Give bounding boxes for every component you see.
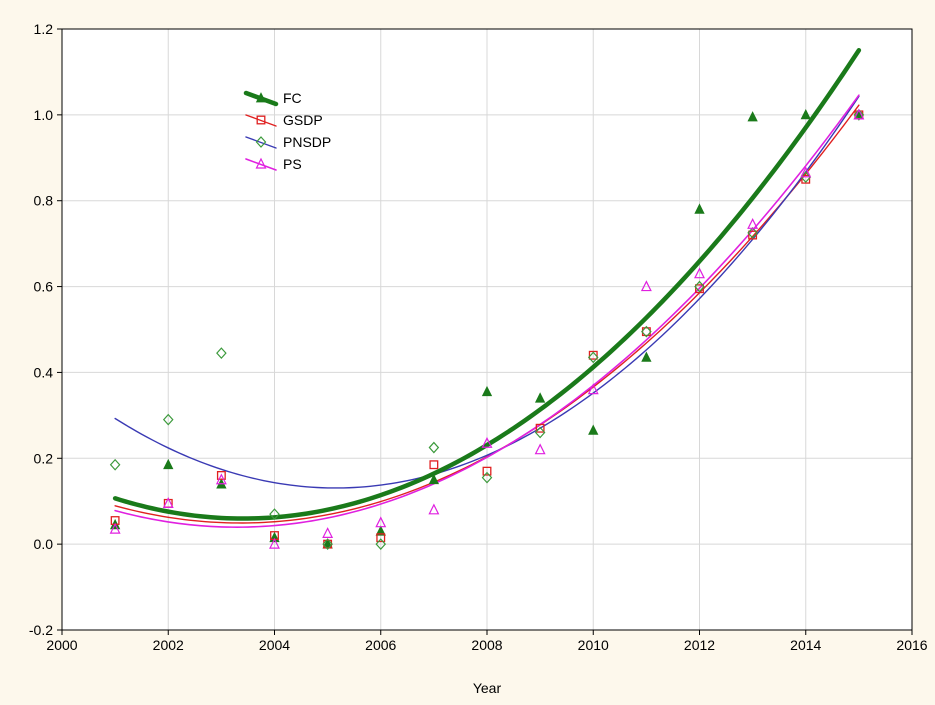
x-tick-label: 2006	[365, 637, 396, 653]
data-point-ps	[322, 527, 334, 539]
y-tick-label: 0.6	[34, 279, 54, 295]
data-point-gsdp	[748, 230, 758, 240]
y-tick-label: 1.0	[34, 107, 54, 123]
data-point-fc	[800, 108, 811, 120]
y-tick-label: 0.2	[34, 450, 54, 466]
axes: 2000 2002 2004 2006 2008 2010 2012 2014 2016 -0.2…	[29, 21, 928, 653]
x-tick-label: 2016	[896, 637, 927, 653]
data-point-ps	[109, 522, 121, 534]
data-point-ps	[428, 503, 440, 515]
data-point-gsdp	[376, 533, 386, 543]
x-tick-label: 2000	[46, 637, 77, 653]
data-point-ps	[853, 108, 865, 120]
data-point-pnsdp	[641, 325, 652, 338]
data-point-ps	[587, 383, 599, 395]
legend-line-pnsdp	[245, 136, 277, 149]
y-tick-label: 0.0	[34, 536, 54, 552]
x-axis-label: Year	[473, 680, 502, 696]
data-point-pnsdp	[162, 413, 174, 426]
data-point-pnsdp	[269, 508, 280, 520]
data-point-ps	[269, 537, 280, 549]
data-point-ps	[481, 436, 493, 448]
data-point-ps	[534, 443, 546, 455]
data-point-pnsdp	[694, 280, 705, 293]
legend-line-gsdp	[245, 114, 277, 127]
legend-marker-ps	[255, 157, 267, 169]
data-point-gsdp	[216, 471, 226, 480]
data-point-ps	[747, 217, 759, 229]
legend-label-fc: FC	[283, 90, 302, 106]
legend: FC GSDP PNSDP PS	[243, 90, 331, 172]
x-tick-label: 2008	[471, 637, 502, 653]
data-point-fc	[428, 473, 440, 485]
data-point-fc	[588, 424, 599, 435]
data-point-pnsdp	[375, 538, 387, 551]
data-point-pnsdp	[747, 227, 758, 239]
data-point-fc	[747, 111, 758, 122]
data-point-ps	[800, 166, 812, 178]
fit-curve-pnsdp	[114, 95, 860, 489]
x-tick-label: 2012	[684, 637, 715, 653]
x-tick-label: 2004	[259, 637, 290, 653]
legend-label-ps: PS	[283, 156, 302, 172]
data-point-pnsdp	[216, 347, 227, 360]
legend-label-pnsdp: PNSDP	[283, 134, 331, 150]
data-point-ps	[215, 473, 227, 485]
y-tick-label: 1.2	[34, 21, 54, 37]
data-point-fc	[694, 203, 705, 214]
fit-curve-ps	[114, 94, 860, 528]
fit-curve-fc	[112, 48, 862, 521]
data-point-fc	[375, 525, 386, 536]
data-point-pnsdp	[109, 458, 121, 471]
data-point-fc	[163, 458, 174, 470]
data-point-pnsdp	[481, 471, 493, 484]
x-tick-label: 2002	[153, 637, 184, 653]
data-point-pnsdp	[428, 441, 440, 454]
fit-curves	[112, 48, 862, 528]
data-point-pnsdp	[853, 108, 865, 121]
data-point-ps	[694, 267, 705, 279]
y-tick-label: 0.4	[34, 364, 54, 380]
data-point-gsdp	[801, 174, 811, 184]
data-point-pnsdp	[534, 426, 546, 439]
data-markers	[109, 108, 865, 551]
data-point-ps	[640, 280, 652, 292]
legend-marker-fc	[255, 92, 267, 103]
legend-line-ps	[245, 158, 277, 171]
data-point-pnsdp	[587, 351, 599, 364]
data-point-ps	[375, 516, 387, 528]
data-point-gsdp	[695, 284, 704, 294]
y-tick-label: 0.8	[34, 193, 54, 209]
data-point-gsdp	[588, 350, 598, 360]
y-tick-label: -0.2	[29, 622, 53, 638]
grid	[62, 29, 912, 630]
data-point-fc	[534, 392, 546, 403]
data-point-pnsdp	[322, 538, 333, 551]
x-tick-label: 2010	[578, 637, 609, 653]
legend-marker-pnsdp	[255, 136, 267, 148]
data-point-gsdp	[535, 423, 545, 433]
data-point-gsdp	[429, 460, 439, 470]
legend-marker-gsdp	[256, 115, 266, 125]
data-point-fc	[641, 351, 652, 362]
x-tick-label: 2014	[790, 637, 821, 653]
data-point-ps	[162, 497, 174, 508]
data-point-pnsdp	[800, 171, 812, 184]
legend-label-gsdp: GSDP	[283, 112, 323, 128]
data-point-gsdp	[482, 466, 492, 476]
data-point-fc	[481, 385, 493, 397]
